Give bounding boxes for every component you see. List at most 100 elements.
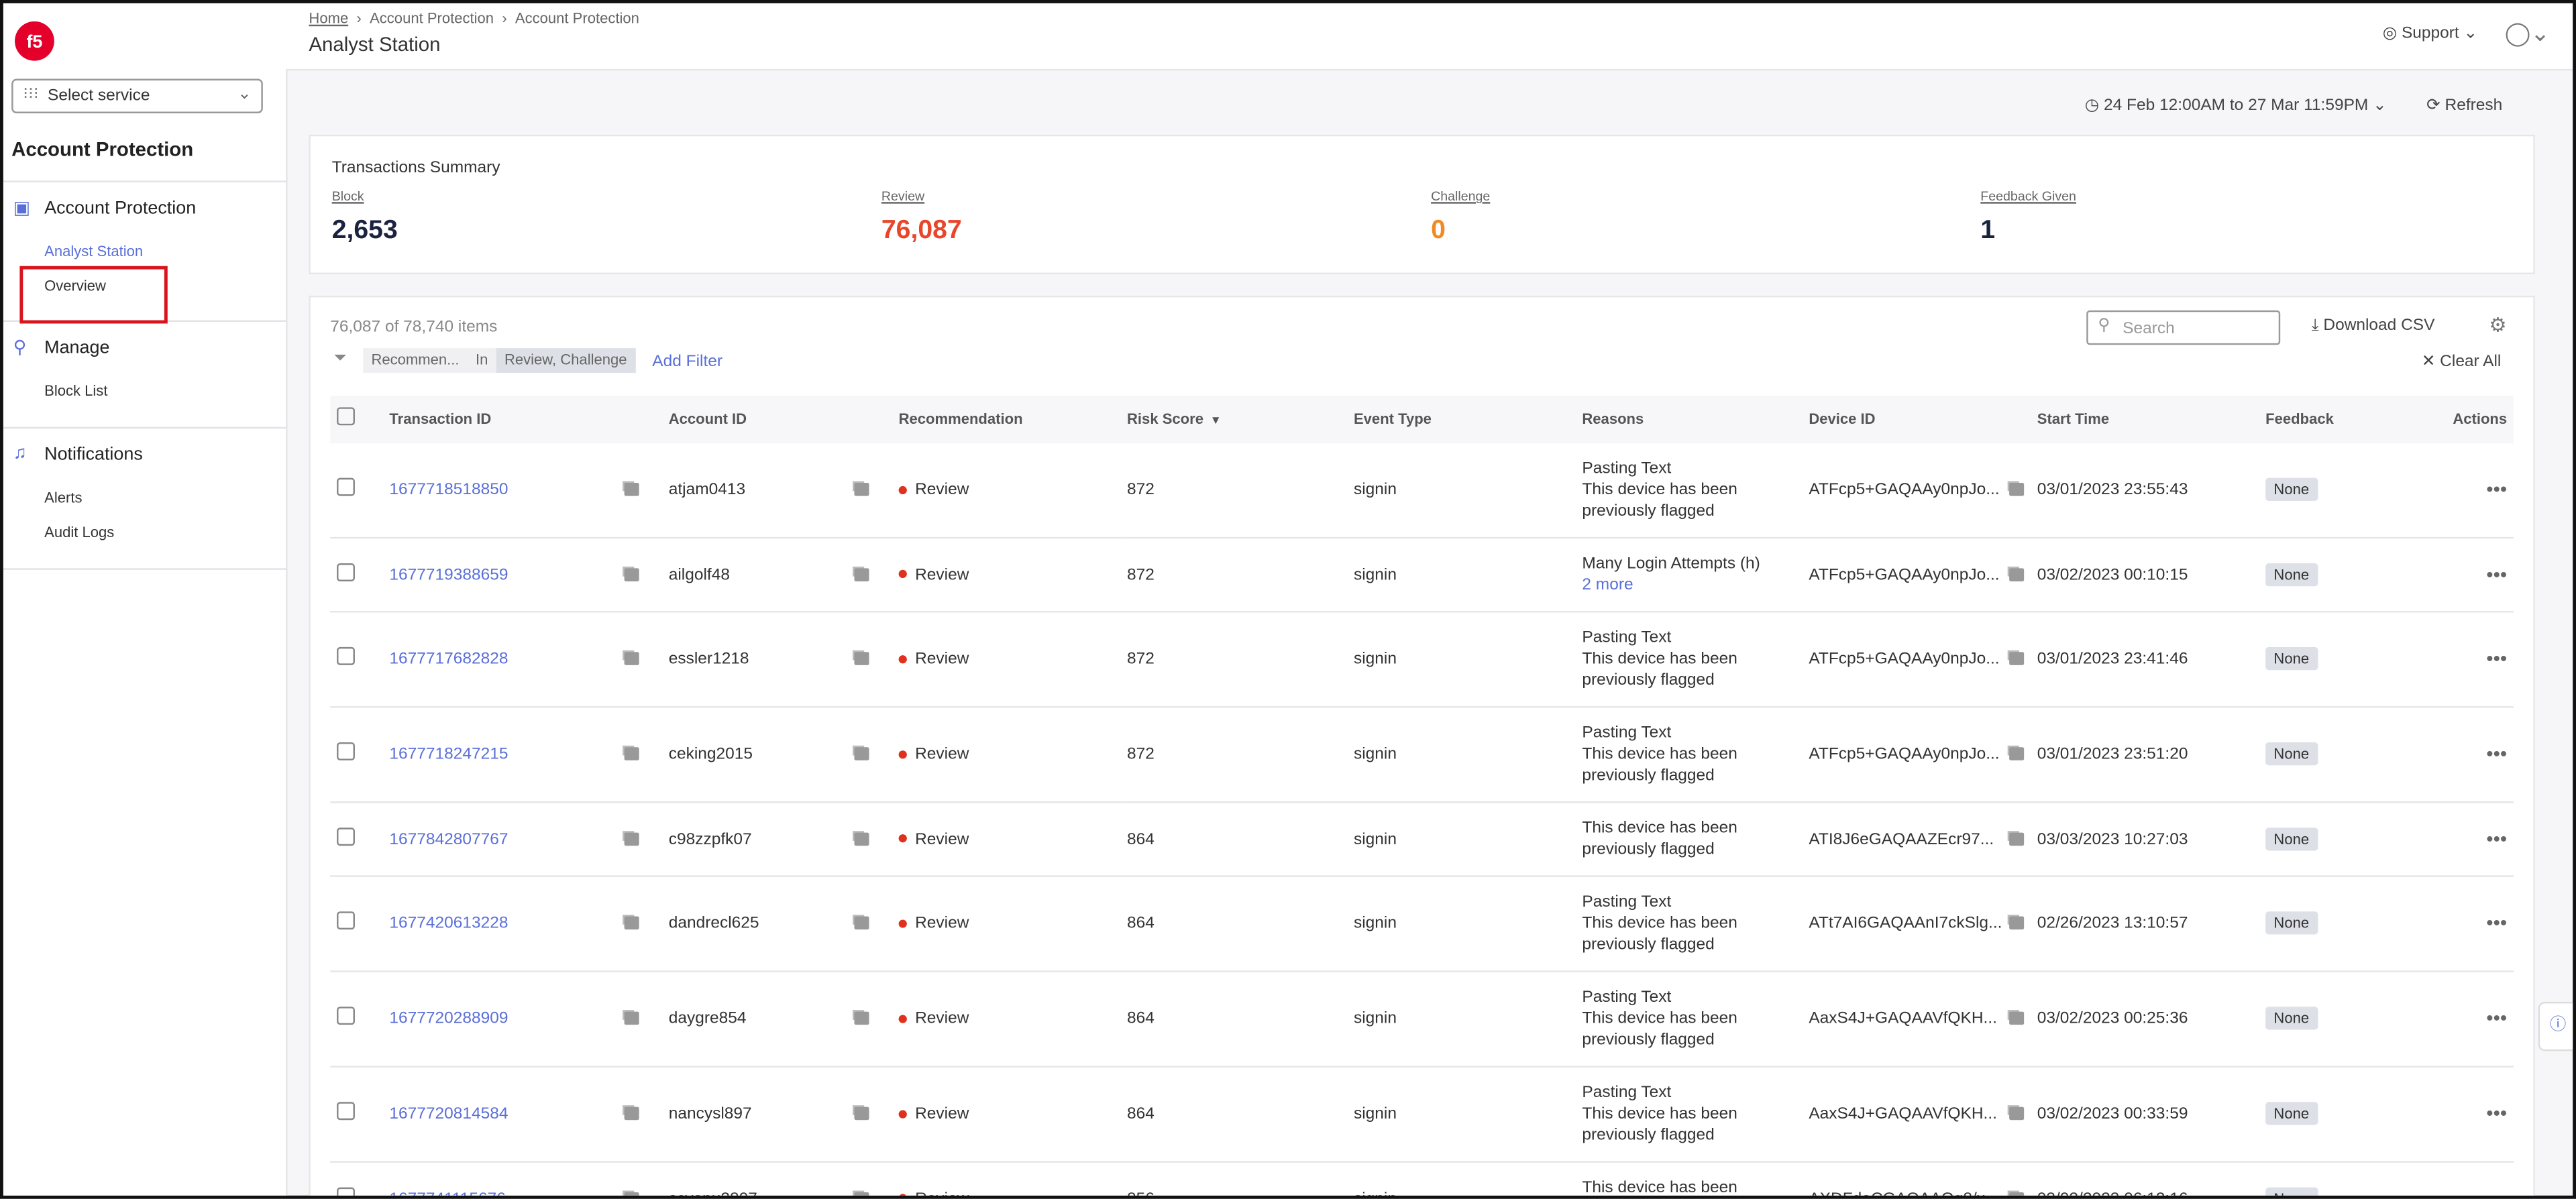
cell: ••• xyxy=(2445,1067,2514,1162)
cell: ••• xyxy=(2445,972,2514,1067)
nav-item[interactable]: Analyst Station xyxy=(44,243,144,260)
checkbox[interactable] xyxy=(337,562,355,581)
copy-icon[interactable] xyxy=(854,832,869,846)
column-title: Actions xyxy=(2453,410,2508,427)
summary-label[interactable]: Feedback Given xyxy=(1980,188,2076,204)
more-link[interactable]: 2 more xyxy=(1582,576,1633,595)
cell: ceking2015 xyxy=(662,707,892,802)
table-row: 1677719388659 ailgolf48 Review 872 signin Man… xyxy=(330,538,2514,612)
copy-icon[interactable] xyxy=(2009,916,2025,930)
copy-icon[interactable] xyxy=(624,1191,639,1196)
crumb[interactable]: Home xyxy=(309,9,349,27)
checkbox[interactable] xyxy=(337,1102,355,1121)
settings-icon[interactable]: ⚙ xyxy=(2489,313,2507,337)
refresh-button[interactable]: ⟳ Refresh xyxy=(2426,97,2503,115)
copy-icon[interactable] xyxy=(624,1106,639,1121)
copy-icon[interactable] xyxy=(624,1011,639,1025)
summary-label[interactable]: Challenge xyxy=(1431,188,1491,204)
summary-label[interactable]: Block xyxy=(331,188,364,204)
transaction-id[interactable]: 1677718518850 xyxy=(389,481,508,500)
nav-section[interactable]: Notifications xyxy=(44,445,143,465)
transaction-id[interactable]: 1677741115676 xyxy=(389,1190,506,1199)
cell: ATt7AI6GAQAAnI7ckSlg... xyxy=(1803,876,2031,972)
copy-icon[interactable] xyxy=(2009,832,2025,846)
copy-icon[interactable] xyxy=(854,567,869,581)
copy-icon[interactable] xyxy=(624,832,639,846)
transaction-id[interactable]: 1677718247215 xyxy=(389,745,508,764)
nav-item[interactable]: Overview xyxy=(44,277,106,294)
checkbox[interactable] xyxy=(337,477,355,496)
nav-item[interactable]: Alerts xyxy=(44,489,83,506)
actions-menu[interactable]: ••• xyxy=(2486,477,2508,501)
nav-item[interactable]: Block List xyxy=(44,382,108,400)
actions-menu[interactable]: ••• xyxy=(2486,742,2508,766)
copy-icon[interactable] xyxy=(624,483,639,496)
cell: Review xyxy=(892,802,1120,876)
user-menu[interactable]: ◯⌄ xyxy=(2504,19,2550,46)
clear-all[interactable]: ✕ Clear All xyxy=(2421,353,2502,372)
copy-icon[interactable] xyxy=(624,652,639,665)
copy-icon[interactable] xyxy=(2009,747,2025,760)
service-select[interactable]: ⁝⁝⁝ Select service ⌄ xyxy=(11,78,263,113)
actions-menu[interactable]: ••• xyxy=(2486,562,2508,586)
filter-chip[interactable]: Recommen... In Review, Challenge xyxy=(363,348,635,373)
transaction-id[interactable]: 1677720288909 xyxy=(389,1010,508,1029)
cell: signin xyxy=(1347,876,1575,972)
checkbox[interactable] xyxy=(337,407,355,426)
transaction-id[interactable]: 1677719388659 xyxy=(389,565,508,584)
transaction-id[interactable]: 1677720814584 xyxy=(389,1105,508,1124)
crumb: Account Protection xyxy=(370,9,494,27)
copy-icon[interactable] xyxy=(624,567,639,581)
nav-section[interactable]: Account Protection xyxy=(44,198,197,219)
cell: None xyxy=(2259,876,2445,972)
copy-icon[interactable] xyxy=(854,1191,869,1196)
nav-item[interactable]: Audit Logs xyxy=(44,524,115,540)
copy-icon[interactable] xyxy=(854,747,869,760)
copy-icon[interactable] xyxy=(2009,1191,2025,1196)
actions-menu[interactable]: ••• xyxy=(2486,911,2508,935)
nav-section[interactable]: Manage xyxy=(44,338,110,358)
cell: ATFcp5+GAQAAy0npJo... xyxy=(1803,443,2031,538)
support-menu[interactable]: ◎ Support ⌄ xyxy=(2382,24,2478,43)
copy-icon[interactable] xyxy=(2009,483,2025,496)
copy-icon[interactable] xyxy=(854,1011,869,1025)
actions-menu[interactable]: ••• xyxy=(2486,1007,2508,1030)
copy-icon[interactable] xyxy=(2009,1106,2025,1121)
copy-icon[interactable] xyxy=(2009,1011,2025,1025)
help-tab[interactable]: ⓘ xyxy=(2538,1001,2573,1051)
actions-menu[interactable]: ••• xyxy=(2486,827,2508,850)
checkbox[interactable] xyxy=(337,646,355,665)
cell: None xyxy=(2259,802,2445,876)
cell: ••• xyxy=(2445,1162,2514,1199)
summary-label[interactable]: Review xyxy=(881,188,925,204)
transaction-id[interactable]: 1677842807767 xyxy=(389,830,508,848)
checkbox[interactable] xyxy=(337,827,355,846)
checkbox[interactable] xyxy=(337,742,355,760)
copy-icon[interactable] xyxy=(854,652,869,665)
cell: ••• xyxy=(2445,876,2514,972)
actions-menu[interactable]: ••• xyxy=(2486,1102,2508,1125)
actions-menu[interactable]: ••• xyxy=(2486,646,2508,671)
risk-score: 864 xyxy=(1127,1105,1155,1124)
copy-icon[interactable] xyxy=(2009,567,2025,581)
checkbox[interactable] xyxy=(337,1007,355,1025)
sort-icon[interactable]: ▼ xyxy=(1210,414,1222,426)
copy-icon[interactable] xyxy=(624,747,639,760)
checkbox[interactable] xyxy=(337,1186,355,1196)
copy-icon[interactable] xyxy=(854,916,869,930)
cell xyxy=(330,443,382,538)
copy-icon[interactable] xyxy=(2009,652,2025,665)
search-box[interactable]: ⚲ Search xyxy=(2086,310,2281,345)
download-csv[interactable]: ⤓ Download CSV xyxy=(2311,317,2435,335)
actions-menu[interactable]: ••• xyxy=(2486,1186,2508,1199)
copy-icon[interactable] xyxy=(624,916,639,930)
copy-icon[interactable] xyxy=(854,1106,869,1121)
add-filter[interactable]: Add Filter xyxy=(652,353,723,372)
copy-icon[interactable] xyxy=(854,483,869,496)
date-range[interactable]: ◷ 24 Feb 12:00AM to 27 Mar 11:59PM ⌄ xyxy=(2084,97,2387,115)
transaction-id[interactable]: 1677420613228 xyxy=(389,915,508,933)
transaction-id[interactable]: 1677717682828 xyxy=(389,650,508,669)
reason: This device has been previously flagged xyxy=(1582,1010,1737,1049)
chevron: ⌄ xyxy=(237,85,252,104)
checkbox[interactable] xyxy=(337,911,355,930)
